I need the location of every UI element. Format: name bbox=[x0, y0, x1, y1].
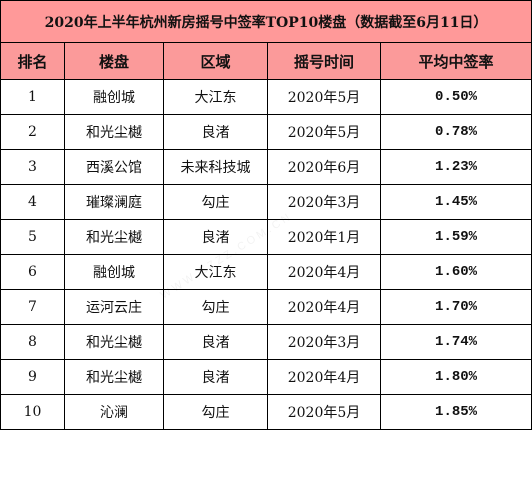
cell-rank: 4 bbox=[0, 184, 65, 220]
cell-lottery-time: 2020年3月 bbox=[267, 184, 381, 220]
cell-project: 沁澜 bbox=[64, 394, 164, 430]
cell-avg-rate: 1.70% bbox=[379, 289, 532, 325]
table-row: 7 运河云庄 勾庄 2020年4月 1.70% bbox=[0, 289, 532, 325]
cell-project: 和光尘樾 bbox=[64, 114, 164, 150]
cell-lottery-time: 2020年1月 bbox=[267, 219, 381, 255]
cell-project: 璀璨澜庭 bbox=[64, 184, 164, 220]
table-row: 4 璀璨澜庭 勾庄 2020年3月 1.45% bbox=[0, 184, 532, 220]
cell-lottery-time: 2020年4月 bbox=[267, 254, 381, 290]
cell-rank: 10 bbox=[0, 394, 65, 430]
cell-rank: 9 bbox=[0, 359, 65, 395]
cell-rank: 2 bbox=[0, 114, 65, 150]
cell-area: 良渚 bbox=[163, 359, 268, 395]
cell-avg-rate: 1.23% bbox=[379, 149, 532, 185]
cell-avg-rate: 1.60% bbox=[379, 254, 532, 290]
cell-area: 勾庄 bbox=[163, 394, 268, 430]
cell-rank: 6 bbox=[0, 254, 65, 290]
cell-rank: 1 bbox=[0, 79, 65, 115]
table-body: 2020年上半年杭州新房摇号中签率TOP10楼盘（数据截至6月11日） 排名 楼… bbox=[0, 0, 532, 430]
cell-project: 运河云庄 bbox=[64, 289, 164, 325]
cell-rank: 8 bbox=[0, 324, 65, 360]
header-project: 楼盘 bbox=[64, 42, 164, 80]
table-row: 1 融创城 大江东 2020年5月 0.50% bbox=[0, 79, 532, 115]
cell-area: 良渚 bbox=[163, 219, 268, 255]
table-row: 5 和光尘樾 良渚 2020年1月 1.59% bbox=[0, 219, 532, 255]
cell-lottery-time: 2020年6月 bbox=[267, 149, 381, 185]
header-rank: 排名 bbox=[0, 42, 65, 80]
cell-area: 良渚 bbox=[163, 114, 268, 150]
cell-avg-rate: 1.85% bbox=[379, 394, 532, 430]
table-row: 3 西溪公馆 未来科技城 2020年6月 1.23% bbox=[0, 149, 532, 185]
cell-rank: 5 bbox=[0, 219, 65, 255]
header-lottery-time: 摇号时间 bbox=[267, 42, 381, 80]
cell-project: 融创城 bbox=[64, 254, 164, 290]
cell-area: 良渚 bbox=[163, 324, 268, 360]
cell-avg-rate: 0.50% bbox=[379, 79, 532, 115]
cell-area: 大江东 bbox=[163, 254, 268, 290]
cell-area: 大江东 bbox=[163, 79, 268, 115]
cell-lottery-time: 2020年4月 bbox=[267, 359, 381, 395]
table-row: 9 和光尘樾 良渚 2020年4月 1.80% bbox=[0, 359, 532, 395]
cell-project: 和光尘樾 bbox=[64, 359, 164, 395]
header-area: 区域 bbox=[163, 42, 268, 80]
header-avg-rate: 平均中签率 bbox=[379, 42, 532, 80]
cell-area: 勾庄 bbox=[163, 184, 268, 220]
cell-rank: 7 bbox=[0, 289, 65, 325]
cell-area: 勾庄 bbox=[163, 289, 268, 325]
cell-lottery-time: 2020年3月 bbox=[267, 324, 381, 360]
cell-avg-rate: 1.74% bbox=[379, 324, 532, 360]
title-row: 2020年上半年杭州新房摇号中签率TOP10楼盘（数据截至6月11日） bbox=[0, 0, 532, 43]
cell-avg-rate: 1.59% bbox=[379, 219, 532, 255]
table-title: 2020年上半年杭州新房摇号中签率TOP10楼盘（数据截至6月11日） bbox=[0, 0, 532, 43]
cell-lottery-time: 2020年5月 bbox=[267, 394, 381, 430]
cell-avg-rate: 1.45% bbox=[379, 184, 532, 220]
header-row: 排名 楼盘 区域 摇号时间 平均中签率 bbox=[0, 42, 532, 80]
cell-avg-rate: 0.78% bbox=[379, 114, 532, 150]
cell-lottery-time: 2020年5月 bbox=[267, 114, 381, 150]
cell-project: 西溪公馆 bbox=[64, 149, 164, 185]
lottery-rate-table: 2020年上半年杭州新房摇号中签率TOP10楼盘（数据截至6月11日） 排名 楼… bbox=[0, 0, 532, 430]
table-row: 2 和光尘樾 良渚 2020年5月 0.78% bbox=[0, 114, 532, 150]
cell-project: 融创城 bbox=[64, 79, 164, 115]
cell-area: 未来科技城 bbox=[163, 149, 268, 185]
cell-avg-rate: 1.80% bbox=[379, 359, 532, 395]
cell-project: 和光尘樾 bbox=[64, 219, 164, 255]
cell-rank: 3 bbox=[0, 149, 65, 185]
cell-lottery-time: 2020年4月 bbox=[267, 289, 381, 325]
table-row: 6 融创城 大江东 2020年4月 1.60% bbox=[0, 254, 532, 290]
table-row: 10 沁澜 勾庄 2020年5月 1.85% bbox=[0, 394, 532, 430]
cell-project: 和光尘樾 bbox=[64, 324, 164, 360]
table-row: 8 和光尘樾 良渚 2020年3月 1.74% bbox=[0, 324, 532, 360]
cell-lottery-time: 2020年5月 bbox=[267, 79, 381, 115]
